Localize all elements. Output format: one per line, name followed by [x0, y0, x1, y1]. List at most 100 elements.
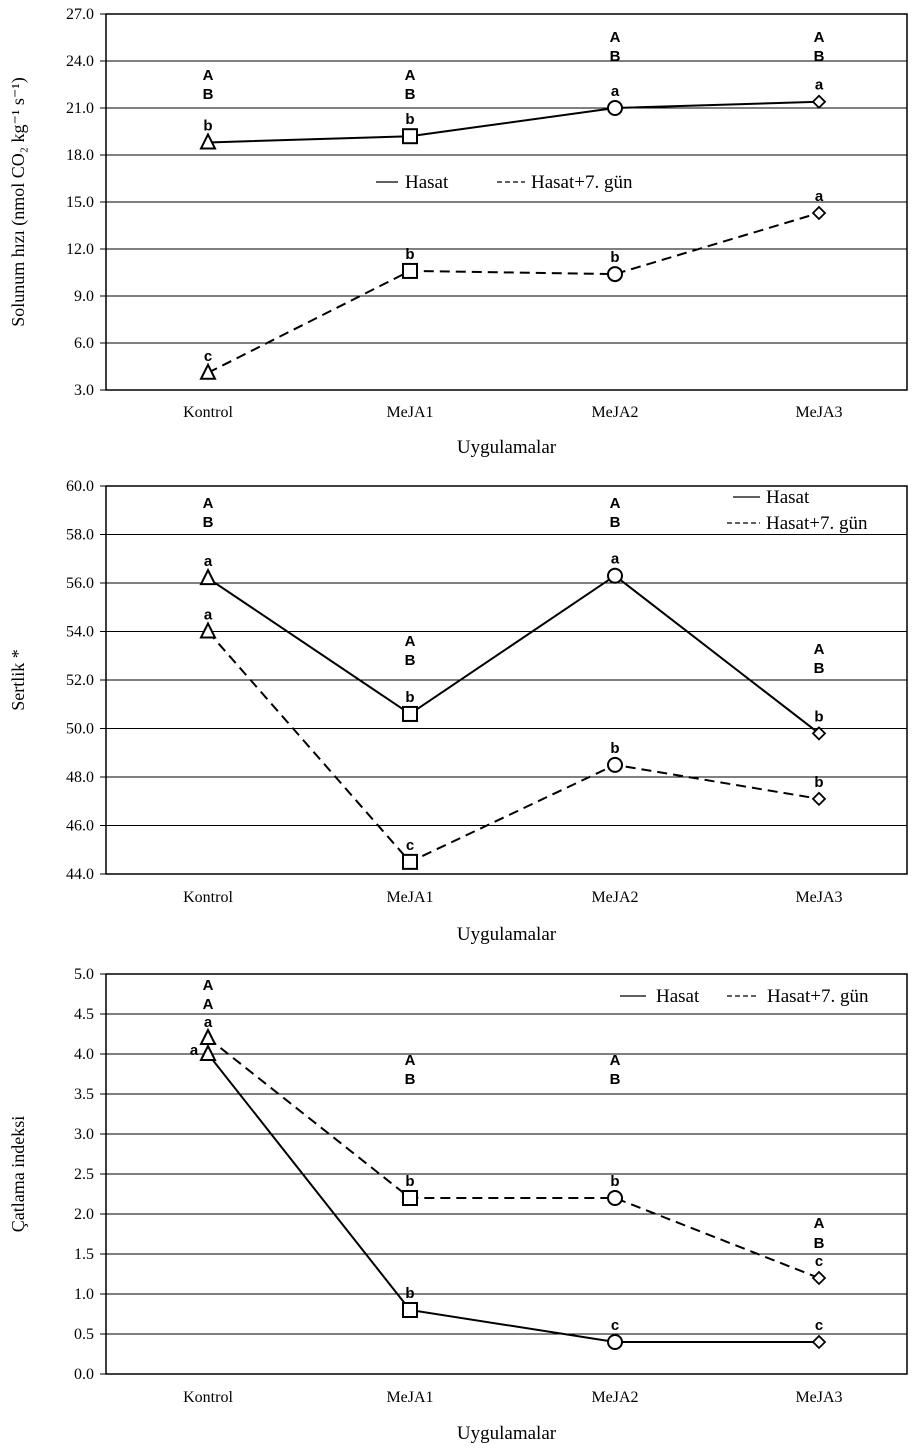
group-letter: B — [405, 652, 416, 669]
group-letter: B — [610, 48, 621, 65]
y-tick-label: 27.0 — [66, 6, 94, 23]
y-tick-label: 2.0 — [74, 1206, 94, 1223]
legend: Hasat Hasat+7. gün — [727, 487, 868, 534]
point-letter: a — [815, 188, 824, 205]
x-axis-label: Uygulamalar — [457, 1423, 557, 1444]
point-letter: b — [405, 246, 414, 263]
y-axis-label: Sertlik * — [8, 649, 28, 711]
point-letter: b — [814, 708, 823, 725]
x-tick-label: Kontrol — [183, 404, 233, 421]
point-letter: c — [815, 1253, 823, 1270]
x-tick-label: MeJA3 — [795, 1389, 842, 1406]
group-letter: A — [610, 1052, 621, 1069]
legend-label: Hasat — [405, 172, 449, 193]
x-tick-label: MeJA2 — [591, 889, 638, 906]
point-letter: c — [611, 1317, 619, 1334]
data-point — [402, 128, 418, 145]
group-letter: A — [405, 1052, 416, 1069]
group-letter: A — [610, 495, 621, 512]
y-tick-label: 18.0 — [66, 147, 94, 164]
chart-1: 3.0 6.0 9.0 12.0 15.0 18.0 21.0 24.0 27.0 Kontrol… — [8, 6, 908, 458]
group-letter: A — [203, 996, 214, 1013]
y-tick-label: 3.0 — [74, 1126, 94, 1143]
data-point — [199, 1027, 217, 1045]
plot-frame — [105, 973, 908, 1375]
legend-label: Hasat — [766, 487, 810, 508]
x-tick-label: MeJA2 — [591, 404, 638, 421]
data-point — [402, 705, 418, 722]
y-tick-label: 21.0 — [66, 100, 94, 117]
point-letter: a — [611, 83, 620, 100]
y-tick-label: 58.0 — [66, 527, 94, 544]
y-tick-label: 48.0 — [66, 769, 94, 786]
group-letter: B — [405, 1071, 416, 1088]
group-letter: B — [203, 86, 214, 103]
group-letter: B — [610, 514, 621, 531]
group-letter: B — [610, 1071, 621, 1088]
group-letter: B — [203, 514, 214, 531]
y-tick-label: 50.0 — [66, 721, 94, 738]
y-tick-label: 44.0 — [66, 866, 94, 883]
y-axis-label: Solunum hızı (nmol CO₂ kg⁻¹ s⁻¹) — [8, 77, 29, 327]
y-tick-label: 4.0 — [74, 1046, 94, 1063]
legend-label: Hasat — [656, 986, 700, 1007]
x-axis-label: Uygulamalar — [457, 437, 557, 458]
y-tick-label: 4.5 — [74, 1006, 94, 1023]
x-tick-label: MeJA1 — [386, 1389, 433, 1406]
series-line-hasat — [207, 100, 820, 144]
data-point — [811, 1270, 827, 1286]
data-point — [402, 853, 418, 870]
data-point — [199, 132, 217, 150]
x-tick-label: Kontrol — [183, 1389, 233, 1406]
y-tick-label: 12.0 — [66, 241, 94, 258]
y-tick-label: 0.0 — [74, 1366, 94, 1383]
point-letter: a — [190, 1042, 199, 1059]
point-letter: b — [405, 1285, 414, 1302]
point-letter: b — [610, 249, 619, 266]
group-letter: B — [814, 48, 825, 65]
group-letter: A — [814, 29, 825, 46]
plot-frame — [105, 485, 908, 875]
data-point — [811, 726, 827, 741]
x-tick-label: MeJA3 — [795, 404, 842, 421]
y-tick-label: 52.0 — [66, 672, 94, 689]
point-letter: a — [204, 1014, 213, 1031]
point-letter: b — [814, 774, 823, 791]
y-tick-label: 9.0 — [74, 288, 94, 305]
y-tick-label: 3.0 — [74, 382, 94, 399]
plot-frame — [105, 13, 908, 391]
group-letter: A — [405, 67, 416, 84]
y-axis-label: Çatlama indeksi — [8, 1116, 28, 1232]
group-letter: A — [405, 633, 416, 650]
series-line-hasat — [207, 574, 820, 735]
point-letter: c — [204, 348, 212, 365]
x-tick-label: MeJA3 — [795, 889, 842, 906]
point-letter: b — [203, 117, 212, 134]
y-tick-label: 60.0 — [66, 478, 94, 495]
y-tick-label: 46.0 — [66, 818, 94, 835]
data-point — [811, 205, 827, 221]
y-tick-label: 5.0 — [74, 966, 94, 983]
y-tick-label: 6.0 — [74, 335, 94, 352]
data-point — [199, 1043, 217, 1061]
legend-label: Hasat+7. gün — [767, 986, 869, 1007]
group-letter: A — [610, 29, 621, 46]
data-point — [607, 567, 623, 584]
data-point — [402, 1190, 418, 1206]
point-letter: b — [405, 689, 414, 706]
point-letter: a — [204, 553, 213, 570]
point-letter: c — [406, 837, 414, 854]
y-tick-label: 15.0 — [66, 194, 94, 211]
point-letter: a — [204, 607, 213, 624]
x-axis-label: Uygulamalar — [457, 924, 557, 945]
y-tick-label: 0.5 — [74, 1326, 94, 1343]
point-letter: b — [610, 1173, 619, 1190]
group-letter: B — [814, 1235, 825, 1252]
data-point — [811, 1334, 827, 1350]
series-line-hasat-7-gun — [207, 1037, 820, 1279]
legend: Hasat Hasat+7. gün — [620, 986, 869, 1007]
series-line-hasat-7-gun — [207, 630, 820, 864]
point-letter: a — [611, 551, 620, 568]
x-tick-label: MeJA1 — [386, 404, 433, 421]
